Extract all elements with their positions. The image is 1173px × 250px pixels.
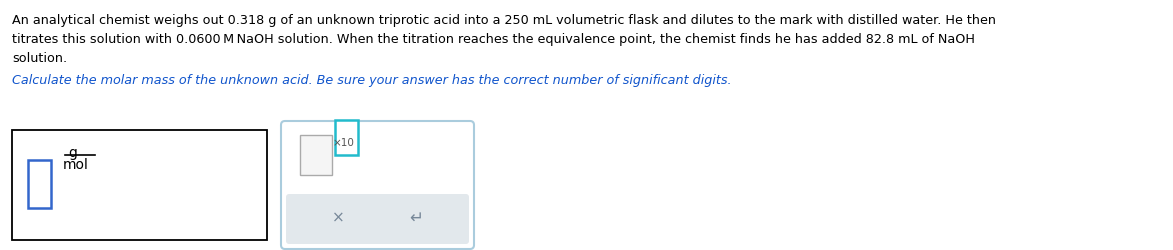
Bar <box>335 120 358 156</box>
Text: Calculate the molar mass of the unknown acid. Be sure your answer has the correc: Calculate the molar mass of the unknown … <box>12 74 732 87</box>
FancyBboxPatch shape <box>286 194 469 244</box>
Text: An analytical chemist weighs out 0.318 g of an unknown triprotic acid into a 250: An analytical chemist weighs out 0.318 g… <box>12 14 996 27</box>
Text: titrates this solution with 0.0600 M NaOH solution. When the titration reaches t: titrates this solution with 0.0600 M NaO… <box>12 33 975 46</box>
FancyBboxPatch shape <box>282 122 474 249</box>
Text: solution.: solution. <box>12 52 67 65</box>
Bar <box>28 160 50 208</box>
Text: g: g <box>68 146 77 159</box>
Text: ↵: ↵ <box>409 208 423 226</box>
Text: ×: × <box>332 210 345 224</box>
Bar <box>300 136 332 175</box>
Text: mol: mol <box>63 157 89 171</box>
Bar <box>12 130 267 240</box>
Text: ×10: ×10 <box>333 138 355 147</box>
